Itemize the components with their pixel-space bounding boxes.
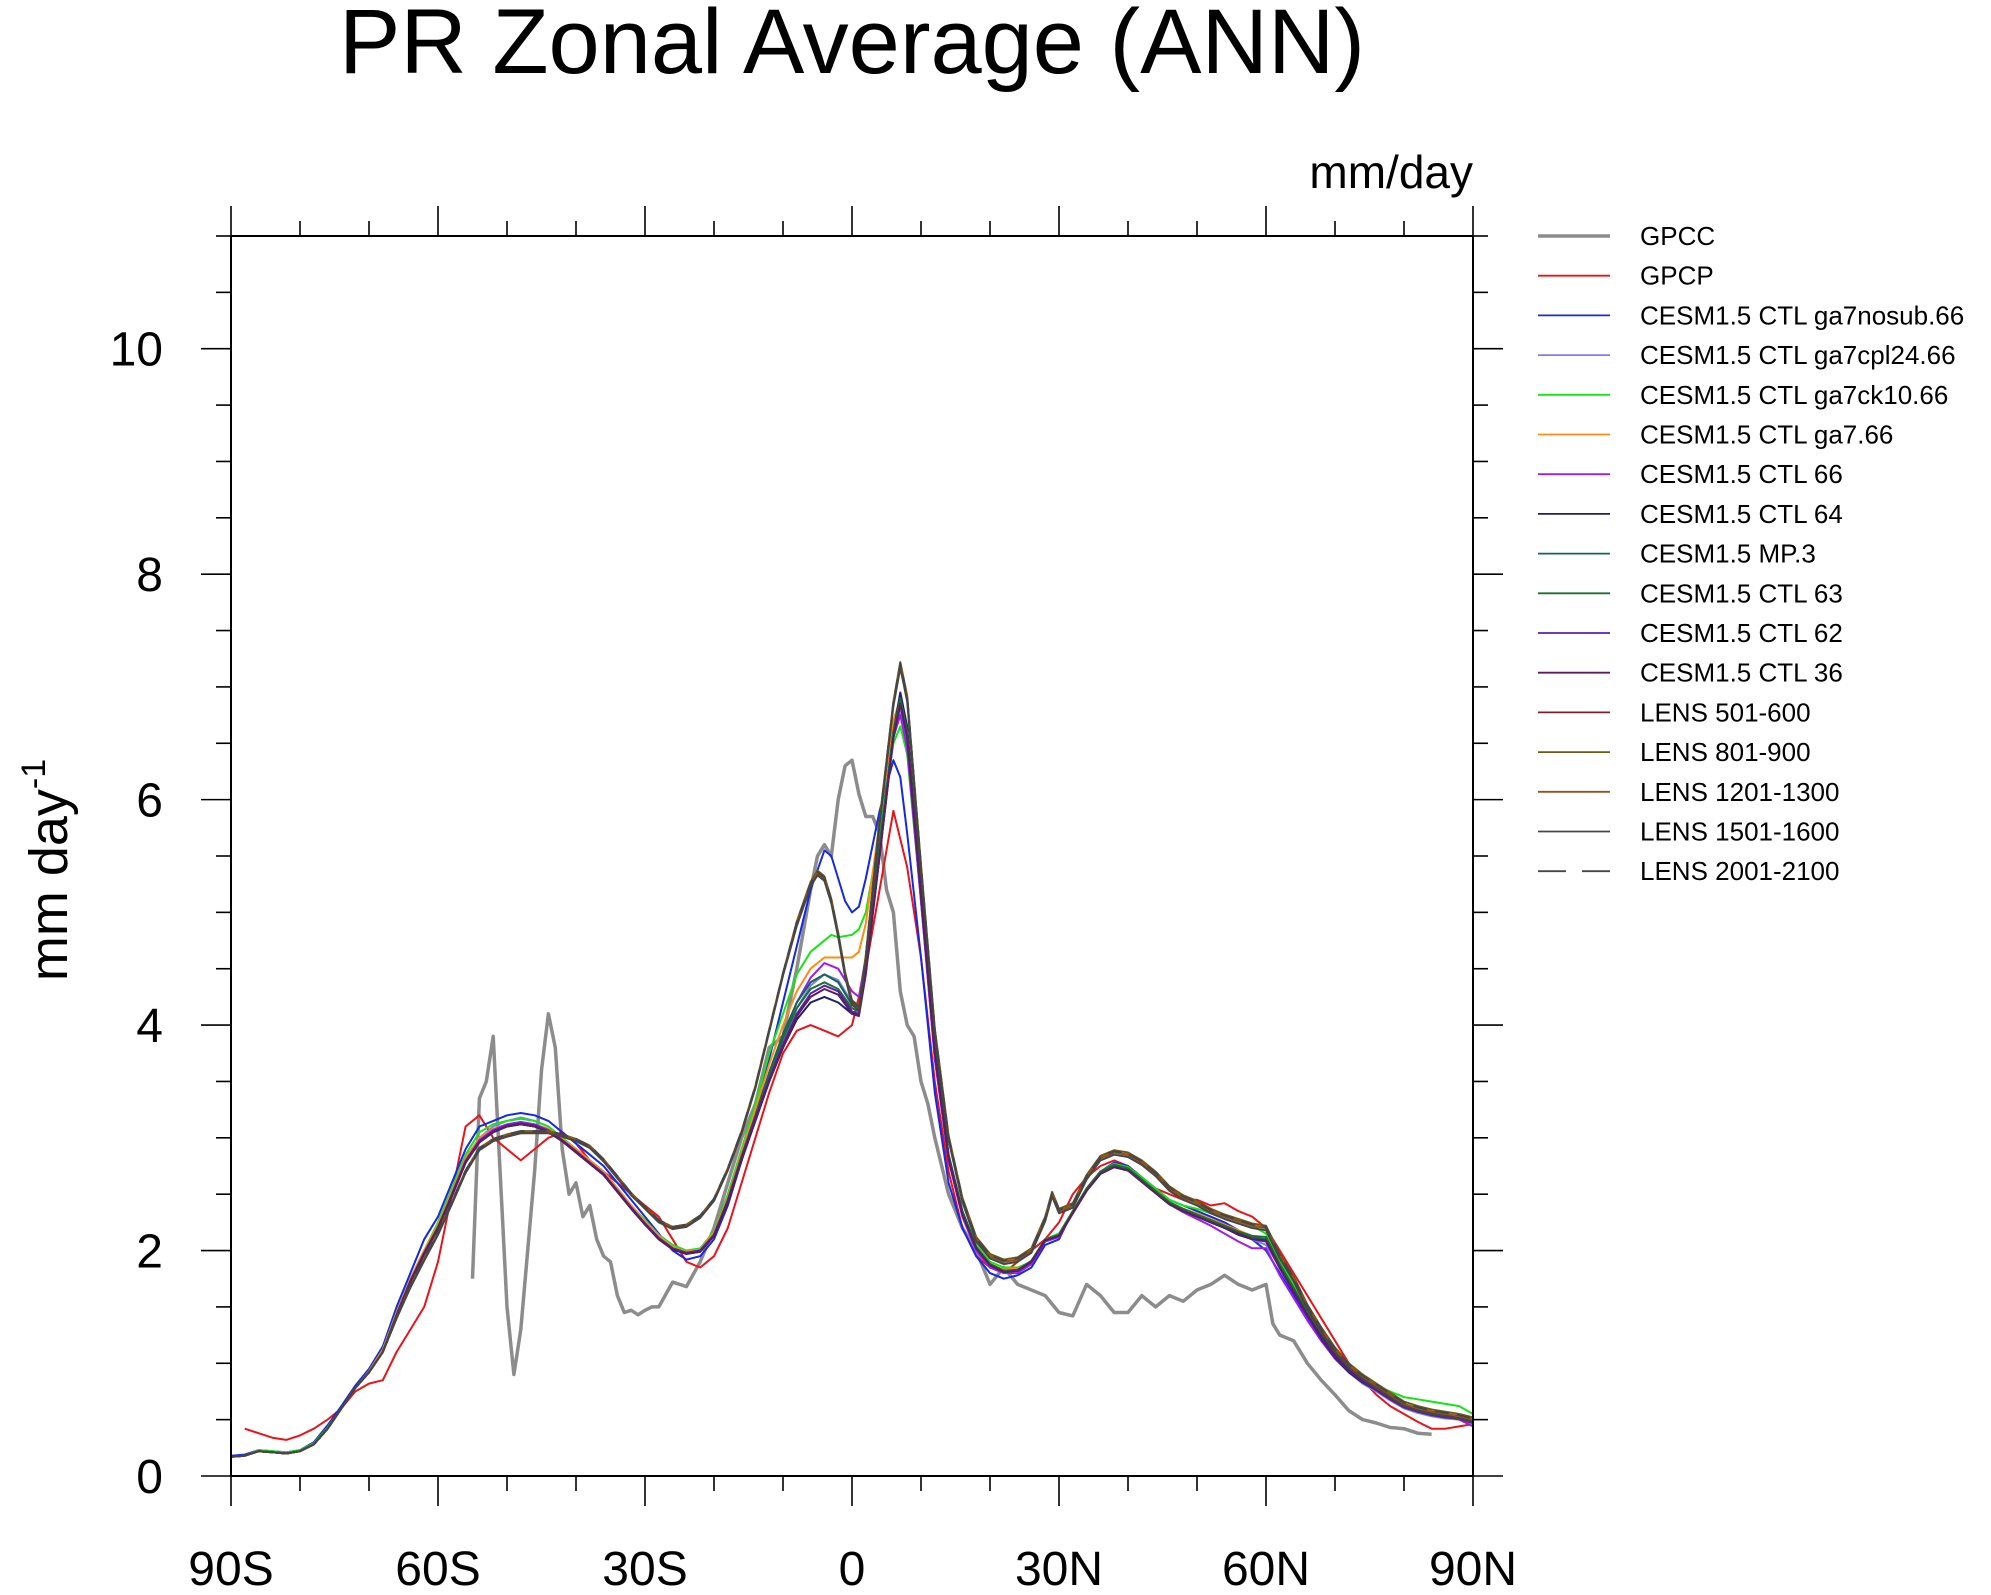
x-tick-label: 90S: [188, 1543, 273, 1595]
legend-label: LENS 1201-1300: [1640, 777, 1839, 807]
y-tick-labels: 0 2 4 6 8 10: [110, 324, 163, 1504]
legend: GPCC GPCP CESM1.5 CTL ga7nosub.66 CESM1.5 C…: [1538, 221, 1964, 886]
legend-label: CESM1.5 CTL ga7ck10.66: [1640, 380, 1948, 410]
y-tick-label: 4: [136, 1000, 163, 1053]
y-axis-label-exponent: -1: [15, 759, 53, 789]
series-line: [231, 662, 1473, 1458]
series-line: [231, 702, 1473, 1458]
axis-ticks: [201, 206, 1503, 1506]
series-line: [231, 702, 1473, 1458]
series-line: [231, 691, 1473, 1458]
series-line: [231, 725, 1473, 1458]
legend-label: LENS 1501-1600: [1640, 817, 1839, 847]
legend-label: LENS 501-600: [1640, 697, 1811, 727]
series-line: [470, 758, 1432, 1437]
legend-label: LENS 801-900: [1640, 737, 1811, 767]
series-line: [231, 714, 1473, 1458]
legend-label: CESM1.5 CTL ga7nosub.66: [1640, 300, 1964, 330]
legend-label: GPCP: [1640, 261, 1714, 291]
chart-title: PR Zonal Average (ANN): [339, 0, 1365, 93]
legend-label: CESM1.5 CTL ga7cpl24.66: [1640, 340, 1956, 370]
x-tick-label: 0: [839, 1543, 866, 1595]
y-axis-label: mm day-1: [15, 759, 79, 981]
series-line: [231, 697, 1473, 1458]
y-tick-label: 10: [110, 324, 163, 377]
legend-label: CESM1.5 CTL 63: [1640, 578, 1843, 608]
series-line: [231, 708, 1473, 1458]
legend-label: CESM1.5 CTL 62: [1640, 618, 1843, 648]
y-tick-label: 0: [136, 1451, 163, 1504]
x-tick-label: 60N: [1222, 1543, 1310, 1595]
legend-label: CESM1.5 CTL 64: [1640, 499, 1843, 529]
series-line: [231, 697, 1473, 1458]
y-axis-label-text: mm day: [19, 789, 79, 981]
x-tick-labels: 90S 60S 30S 0 30N 60N 90N: [188, 1543, 1517, 1595]
series-line: [231, 702, 1473, 1458]
y-tick-label: 8: [136, 549, 163, 602]
x-tick-label: 60S: [395, 1543, 480, 1595]
x-tick-label: 30N: [1015, 1543, 1103, 1595]
legend-label: CESM1.5 CTL 66: [1640, 459, 1843, 489]
series-lines: [231, 661, 1473, 1458]
legend-label: LENS 2001-2100: [1640, 856, 1839, 886]
series-line: [231, 759, 1473, 1457]
plot-frame: [230, 235, 1474, 1477]
y-tick-label: 6: [136, 775, 163, 828]
units-label: mm/day: [1309, 146, 1473, 198]
legend-label: CESM1.5 CTL ga7.66: [1640, 420, 1893, 450]
legend-label: CESM1.5 CTL 36: [1640, 658, 1843, 688]
x-tick-label: 90N: [1429, 1543, 1517, 1595]
y-tick-label: 2: [136, 1226, 163, 1279]
legend-label: CESM1.5 MP.3: [1640, 539, 1816, 569]
x-tick-label: 30S: [602, 1543, 687, 1595]
legend-label: GPCC: [1640, 221, 1715, 251]
